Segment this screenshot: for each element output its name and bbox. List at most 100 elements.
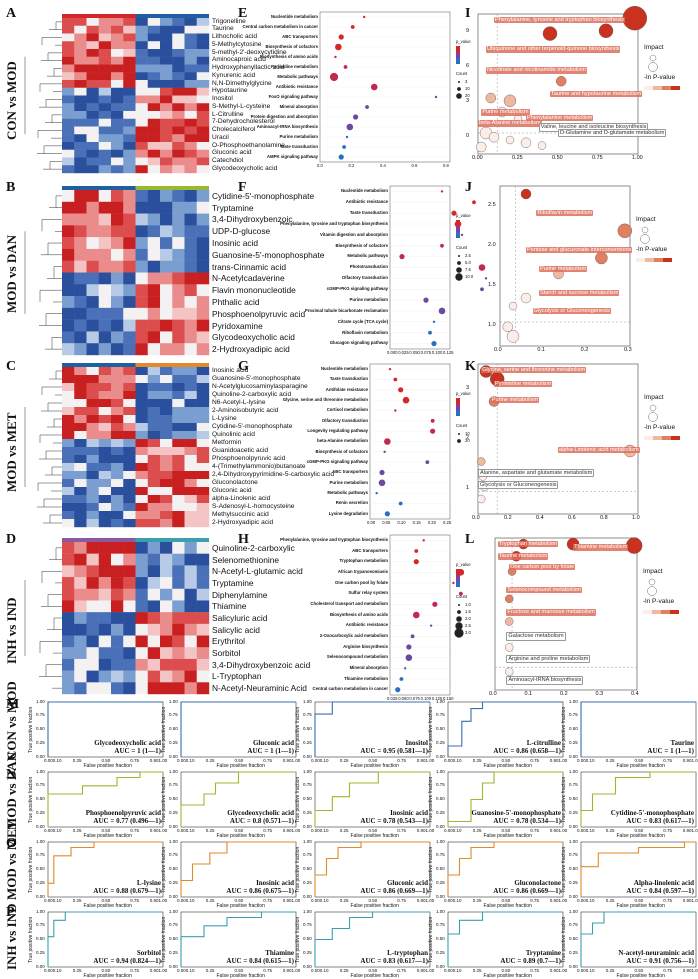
roc-x-label: False positive fraction bbox=[350, 903, 399, 909]
heatmap-cell bbox=[111, 248, 124, 261]
heatmap-cell bbox=[111, 33, 124, 42]
heatmap-row-label: Lithocholic acid bbox=[212, 33, 258, 41]
legend-swatch bbox=[456, 226, 460, 232]
heatmap-cell bbox=[111, 213, 124, 226]
heatmap-row-label: Inosinic acid bbox=[212, 238, 259, 249]
heatmap-cell bbox=[111, 18, 124, 26]
dotplot-point bbox=[405, 654, 413, 661]
heatmap-cell bbox=[74, 72, 87, 81]
pvalue-gradient bbox=[644, 436, 680, 440]
dotplot-path-label: Longevity regulating pathway bbox=[307, 427, 368, 433]
heatmap-cell bbox=[123, 511, 136, 520]
heatmap-cell bbox=[62, 503, 75, 512]
heatmap-cell bbox=[160, 439, 173, 448]
heatmap-row-label: Guanosine-5'-monophosphate bbox=[212, 374, 301, 382]
heatmap-cell bbox=[62, 367, 75, 376]
roc-x-tick: 0.75 bbox=[530, 967, 540, 973]
heatmap-cell bbox=[98, 588, 112, 601]
heatmap-cell bbox=[160, 479, 173, 488]
roc-x-label: False positive fraction bbox=[216, 973, 265, 979]
impact-legend-point bbox=[641, 226, 649, 234]
heatmap-cell bbox=[86, 565, 99, 578]
heatmap-cell bbox=[172, 463, 185, 472]
roc-metabolite-name: Sorbitol bbox=[136, 949, 161, 957]
heatmap-cell bbox=[74, 319, 87, 332]
heatmap-cell bbox=[123, 201, 136, 214]
heatmap-cell bbox=[135, 635, 148, 648]
count-legend-dot bbox=[456, 93, 462, 99]
impact-legend-title: Impact bbox=[636, 216, 656, 223]
heatmap-cell bbox=[160, 111, 173, 119]
heatmap-row-label: Gluconolactone bbox=[212, 478, 258, 486]
dotplot-path-label: ABC transporters bbox=[352, 547, 388, 553]
heatmap-cell bbox=[135, 455, 148, 464]
heatmap-cell bbox=[160, 118, 173, 127]
gradient-swatch bbox=[662, 436, 671, 440]
heatmap-cell bbox=[184, 134, 197, 143]
heatmap-cell bbox=[98, 503, 112, 512]
roc-plot bbox=[180, 701, 297, 758]
dotplot-path-label: Taste transduction bbox=[279, 143, 318, 149]
heatmap-cell bbox=[147, 248, 161, 261]
heatmap-cell bbox=[123, 87, 136, 96]
heatmap-cell bbox=[98, 103, 112, 112]
heatmap-cell bbox=[123, 682, 136, 695]
heatmap-cell bbox=[62, 612, 75, 625]
heatmap-cell bbox=[62, 225, 75, 238]
heatmap-cell bbox=[98, 307, 112, 320]
heatmap-cell bbox=[135, 126, 148, 135]
heatmap-cell bbox=[123, 463, 136, 472]
roc-y-tick: 1.00 bbox=[436, 698, 445, 704]
gradient-swatch bbox=[671, 436, 680, 440]
heatmap-cell bbox=[86, 284, 99, 297]
roc-y-tick: 0.75 bbox=[169, 712, 178, 718]
heatmap-cell bbox=[147, 415, 161, 424]
panel-letter-A: A bbox=[6, 6, 17, 21]
roc-x-tick: 0.000.10 bbox=[177, 967, 195, 973]
heatmap-cell bbox=[98, 165, 112, 174]
dotplot-point bbox=[335, 43, 342, 51]
heatmap-cell bbox=[74, 447, 87, 456]
heatmap-cell bbox=[172, 503, 185, 512]
heatmap-cell bbox=[111, 56, 124, 65]
roc-x-tick: 0.901.00 bbox=[149, 967, 168, 973]
heatmap-cell bbox=[184, 447, 197, 456]
dotplot-path-label: Aminoacyl-tRNA biosynthesis bbox=[256, 123, 318, 129]
roc-y-tick: 0.25 bbox=[303, 739, 312, 745]
heatmap-cell bbox=[74, 49, 87, 57]
heatmap-cell bbox=[196, 479, 210, 488]
legend-swatch bbox=[456, 398, 460, 404]
bubble-x-tick: 0.25 bbox=[512, 155, 523, 161]
heatmap-cell bbox=[172, 471, 185, 480]
dotplot-count-title: Count bbox=[456, 71, 468, 76]
heatmap-cell bbox=[74, 612, 87, 625]
dotplot-path-label: Biosynthesis of cofactors bbox=[265, 43, 318, 49]
dotplot-path-label: Mineral absorption bbox=[279, 103, 318, 109]
heatmap-cell bbox=[62, 391, 75, 400]
count-legend-label: 2.5 bbox=[465, 623, 471, 628]
heatmap-cell bbox=[74, 391, 87, 400]
roc-auc-value: AUC = 0.8 (0.571—1) bbox=[229, 817, 294, 825]
heatmap-cell bbox=[74, 503, 87, 512]
roc-curve bbox=[580, 771, 696, 827]
heatmap-cell bbox=[98, 272, 112, 285]
heatmap-cell bbox=[62, 682, 75, 695]
heatmap-cell bbox=[111, 471, 124, 480]
heatmap-cell bbox=[147, 80, 161, 88]
roc-auc-value: AUC = 0.84 (0.597—1) bbox=[626, 887, 694, 895]
heatmap-cell bbox=[74, 80, 87, 88]
roc-plot bbox=[580, 841, 697, 898]
heatmap-cell bbox=[135, 367, 148, 376]
roc-y-tick: 1.00 bbox=[169, 768, 178, 774]
heatmap-cell bbox=[98, 343, 112, 356]
dotplot-legend-gradient bbox=[456, 398, 460, 416]
heatmap-cell bbox=[111, 343, 124, 356]
heatmap-cell bbox=[184, 149, 197, 158]
roc-x-tick: 0.50 bbox=[368, 897, 378, 903]
heatmap-cell bbox=[147, 307, 161, 320]
roc-plot bbox=[47, 701, 164, 758]
heatmap-cell bbox=[160, 612, 173, 625]
roc-x-label: False positive fraction bbox=[616, 763, 665, 769]
heatmap-cell bbox=[62, 383, 75, 392]
heatmap-cell bbox=[160, 519, 173, 528]
